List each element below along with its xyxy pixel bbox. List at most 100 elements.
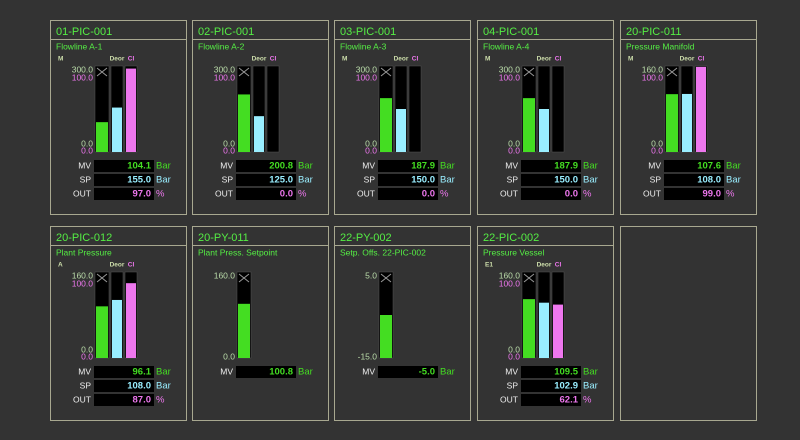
- column-header: CI: [270, 56, 277, 63]
- column-header: M: [342, 56, 347, 63]
- panel-frame[interactable]: [192, 226, 329, 421]
- panel-frame[interactable]: [334, 226, 471, 421]
- readout-label: SP: [650, 174, 662, 184]
- readout-box: [378, 188, 438, 200]
- tag: 02-PIC-001: [198, 26, 254, 38]
- bar-background: [551, 65, 565, 153]
- bar: [112, 107, 122, 152]
- readout-label: MV: [505, 160, 518, 170]
- bar: [539, 109, 549, 152]
- readout-box: [94, 174, 154, 186]
- bar: [112, 299, 122, 358]
- scale-max: 160.0: [499, 270, 521, 280]
- scale-min: 0.0: [81, 344, 93, 354]
- readout-box: [236, 188, 296, 200]
- readout-label: SP: [364, 174, 376, 184]
- readout-unit: Bar: [156, 367, 171, 378]
- readout-unit: Bar: [440, 367, 455, 378]
- readout-box: [378, 160, 438, 172]
- description: Setp. Offs. 22-PIC-002: [340, 247, 426, 257]
- bar: [238, 94, 250, 152]
- readout-value: 150.0: [411, 175, 435, 186]
- readout-unit: %: [726, 189, 735, 200]
- limit-marker: [523, 67, 535, 77]
- scale-min: 0.0: [651, 138, 663, 148]
- panel-frame[interactable]: [620, 20, 757, 215]
- tag: 20-PIC-011: [626, 26, 681, 38]
- out-scale-max: 100.0: [214, 72, 236, 82]
- panel-frame[interactable]: [334, 20, 471, 215]
- bar: [539, 302, 549, 358]
- readout-unit: Bar: [440, 161, 455, 172]
- bar: [96, 122, 108, 152]
- readout-box: [94, 380, 154, 392]
- limit-marker: [96, 67, 108, 77]
- panel-frame[interactable]: [477, 20, 614, 215]
- bar: [523, 98, 535, 152]
- readout-unit: %: [156, 189, 165, 200]
- column-header: Deor: [394, 56, 409, 63]
- readout-box: [236, 366, 296, 378]
- limit-marker: [96, 273, 108, 283]
- scale-max: 300.0: [72, 64, 94, 74]
- readout-value: 109.5: [554, 367, 578, 378]
- column-header: Deor: [680, 56, 695, 63]
- readout-label: MV: [220, 366, 233, 376]
- column-header: CI: [555, 56, 562, 63]
- readout-label: OUT: [500, 394, 518, 404]
- readout-unit: Bar: [583, 367, 598, 378]
- limit-marker: [380, 273, 392, 283]
- out-scale-min: 0.0: [223, 145, 235, 155]
- readout-unit: %: [583, 395, 592, 406]
- panel-frame[interactable]: [477, 226, 614, 421]
- readout-value: 0.0: [565, 189, 578, 200]
- description: Flowline A-4: [483, 41, 530, 51]
- column-header: CI: [128, 56, 135, 63]
- scale-max: 160.0: [214, 270, 236, 280]
- readout-value: 107.6: [697, 161, 721, 172]
- panel-frame[interactable]: [50, 226, 187, 421]
- panel-frame[interactable]: [620, 226, 757, 421]
- scale-max: 300.0: [499, 64, 521, 74]
- limit-marker: [523, 273, 535, 283]
- readout-box: [521, 394, 581, 406]
- readout-label: MV: [648, 160, 661, 170]
- description: Pressure Manifold: [626, 41, 695, 51]
- readout-value: -5.0: [419, 367, 435, 378]
- readout-box: [521, 160, 581, 172]
- readout-unit: Bar: [156, 175, 171, 186]
- scale-max: 300.0: [214, 64, 236, 74]
- scale-min: 0.0: [365, 138, 377, 148]
- readout-label: SP: [80, 174, 92, 184]
- bar: [682, 93, 692, 152]
- out-scale-min: 0.0: [651, 145, 663, 155]
- out-scale-min: 0.0: [508, 351, 520, 361]
- column-header: M: [628, 56, 633, 63]
- description: Plant Pressure: [56, 247, 112, 257]
- readout-unit: Bar: [156, 381, 171, 392]
- readout-box: [94, 366, 154, 378]
- limit-marker: [666, 67, 678, 77]
- readout-label: MV: [505, 366, 518, 376]
- readout-unit: Bar: [726, 175, 741, 186]
- readout-value: 200.8: [269, 161, 293, 172]
- panel-frame[interactable]: [50, 20, 187, 215]
- readout-label: MV: [362, 160, 375, 170]
- readout-unit: Bar: [298, 367, 313, 378]
- panel-frame[interactable]: [192, 20, 329, 215]
- readout-value: 187.9: [554, 161, 578, 172]
- readout-label: SP: [222, 174, 234, 184]
- scale-min: 0.0: [223, 138, 235, 148]
- column-header: Deor: [252, 56, 267, 63]
- readout-label: OUT: [357, 188, 375, 198]
- readout-label: OUT: [73, 394, 91, 404]
- bar: [380, 98, 392, 152]
- readout-box: [664, 160, 724, 172]
- column-header: M: [58, 56, 63, 63]
- column-header: Deor: [537, 56, 552, 63]
- scale-max: 300.0: [356, 64, 378, 74]
- column-header: E1: [485, 262, 493, 269]
- tag: 20-PIC-012: [56, 232, 112, 244]
- readout-box: [236, 160, 296, 172]
- readout-box: [664, 188, 724, 200]
